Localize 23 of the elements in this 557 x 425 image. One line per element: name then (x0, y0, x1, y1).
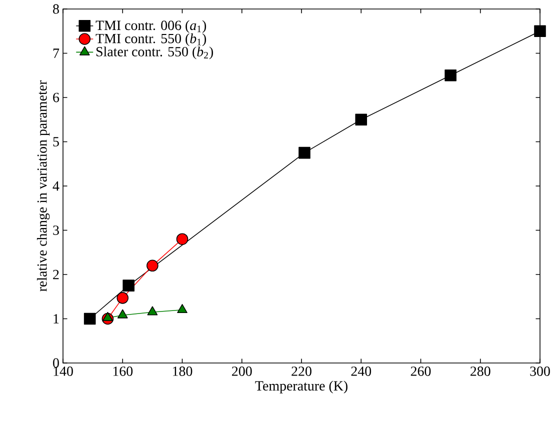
x-tick-label: 140 (54, 366, 73, 376)
x-tick-label: 280 (470, 366, 490, 376)
y-axis-title: relative change in variation parameter (36, 80, 50, 292)
x-axis-title: Temperature (K) (255, 380, 348, 394)
x-tick-label: 180 (173, 366, 192, 376)
legend-label: TMI contr. 006 (a$_{1}$) (96, 20, 206, 33)
x-tick-label: 220 (292, 366, 312, 376)
y-tick-label: 7 (53, 48, 60, 58)
y-tick-label: 5 (53, 137, 59, 146)
y-tick-label: 0 (53, 358, 59, 368)
y-tick-label: 3 (53, 226, 59, 235)
x-tick-label: 260 (410, 366, 431, 376)
x-tick-label: 160 (113, 366, 133, 376)
y-tick-label: 6 (53, 92, 60, 102)
y-tick-label: 4 (52, 181, 60, 191)
x-tick-label: 240 (351, 366, 372, 376)
y-tick-label: 1 (54, 314, 59, 324)
y-tick-label: 8 (53, 4, 59, 14)
y-tick-label: 2 (53, 270, 59, 280)
x-tick-label: 200 (232, 366, 252, 376)
legend-label: Slater contr. 550 (b$_{2}$) (96, 46, 214, 60)
x-tick-label: 300 (530, 366, 550, 376)
legend-label: TMI contr. 550 (b$_{1}$) (96, 33, 206, 46)
